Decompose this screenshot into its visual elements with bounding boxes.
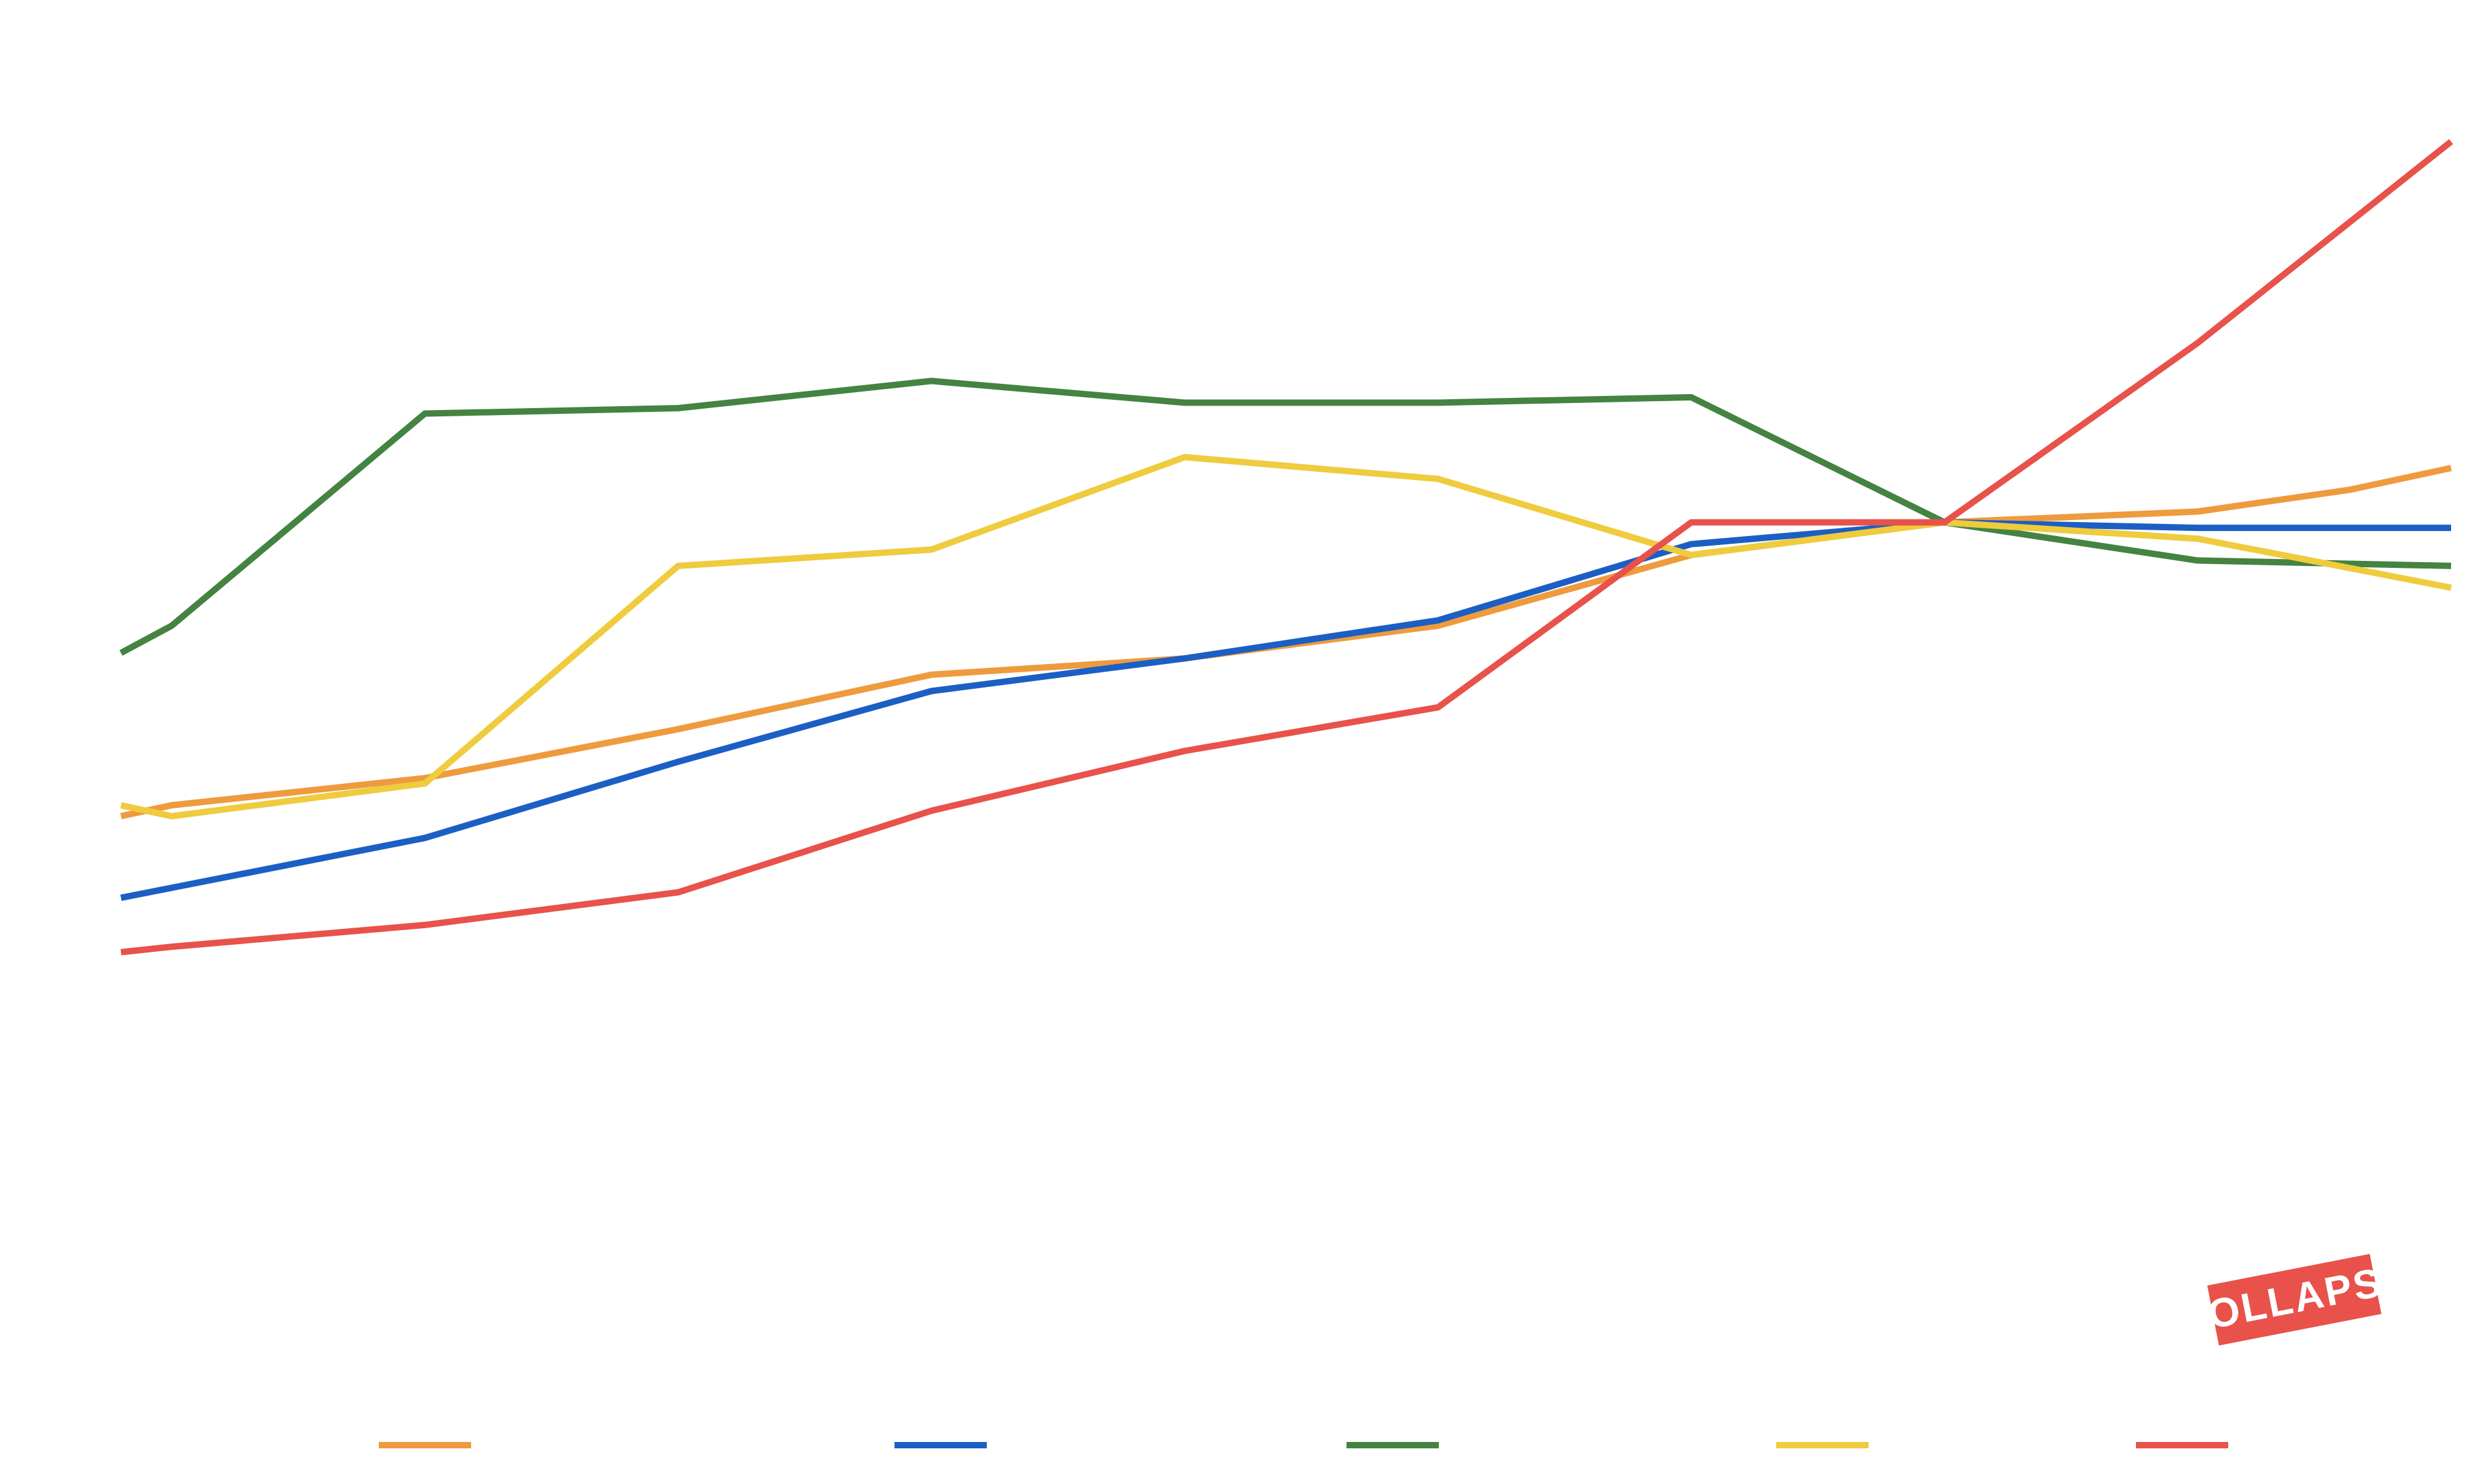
series-line-3 xyxy=(119,378,2452,656)
series-line-5 xyxy=(120,139,2454,956)
series-line-4 xyxy=(120,454,2452,819)
logo-badge xyxy=(2207,1254,2382,1346)
series-line-2 xyxy=(120,519,2451,901)
collapse-logo: COLLAPSE xyxy=(2174,1254,2415,1346)
series-lines xyxy=(119,139,2454,956)
